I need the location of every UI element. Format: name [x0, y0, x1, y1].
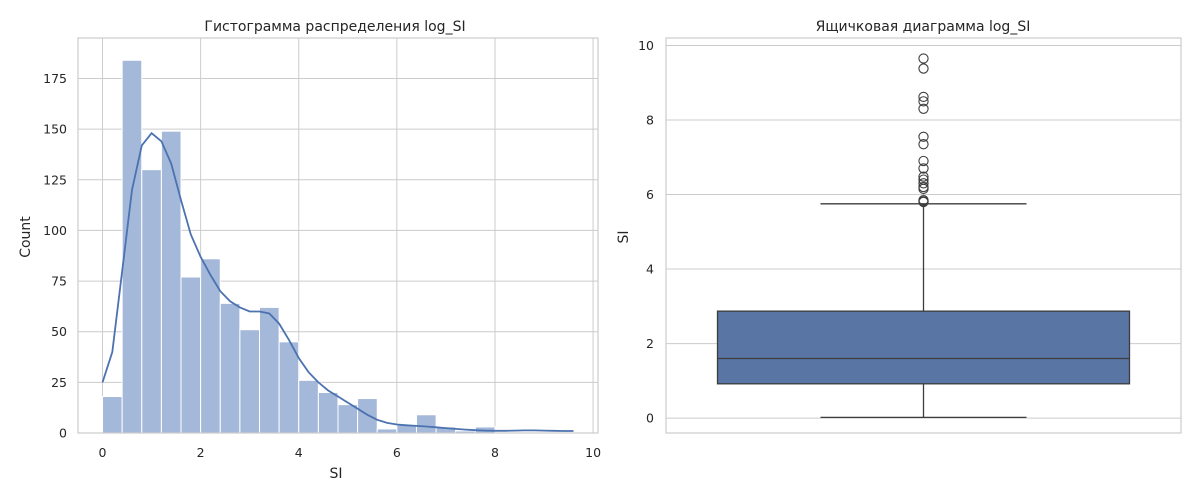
- histogram-title: Гистограмма распределения log_SI: [204, 19, 465, 35]
- y-tick-label: 2: [646, 336, 654, 351]
- x-tick-label: 0: [99, 445, 107, 460]
- boxplot-panel: Ящичковая диаграмма log_SI 0 2 4 6 8 10 SI: [616, 19, 1182, 434]
- histogram-bar: [278, 341, 300, 434]
- histogram-bar: [415, 414, 437, 434]
- x-tick-label: 6: [393, 445, 401, 460]
- histogram-bar: [102, 396, 123, 434]
- histogram-y-axis-label: Count: [18, 216, 34, 258]
- histogram-bar: [337, 404, 359, 434]
- histogram-bar: [141, 169, 162, 434]
- boxplot-outliers: [918, 53, 929, 208]
- outlier-point: [918, 155, 929, 167]
- outlier-point: [918, 183, 929, 195]
- x-tick-label: 8: [491, 445, 499, 460]
- outlier-point: [918, 178, 929, 189]
- histogram-bar: [259, 306, 280, 434]
- histogram-bar: [239, 329, 261, 434]
- outlier-point: [918, 171, 929, 182]
- y-tick-label: 75: [51, 274, 67, 289]
- histogram-bar: [376, 428, 398, 434]
- outlier-point: [918, 53, 929, 64]
- histogram-bar: [160, 130, 182, 434]
- outlier-point: [918, 96, 929, 107]
- y-tick-label: 125: [43, 172, 67, 187]
- y-tick-label: 150: [43, 122, 67, 137]
- histogram-bar: [317, 391, 339, 434]
- y-tick-label: 175: [43, 71, 67, 86]
- y-tick-label: 10: [638, 38, 654, 53]
- histogram-bar: [298, 379, 319, 434]
- y-tick-label: 6: [646, 187, 654, 202]
- histogram-spines: [77, 37, 599, 434]
- outlier-point: [918, 91, 929, 103]
- histogram-x-axis-label: SI: [329, 466, 342, 482]
- x-tick-label: 4: [295, 445, 303, 460]
- outlier-point: [918, 103, 929, 114]
- histogram-panel: Гистограмма распределения log_SI 0 2 4 6 8 10…: [18, 19, 601, 482]
- boxplot-title: Ящичковая диаграмма log_SI: [816, 19, 1031, 35]
- y-tick-label: 100: [43, 223, 67, 238]
- boxplot-frame: [665, 37, 1182, 434]
- x-tick-label: 2: [197, 445, 205, 460]
- boxplot-y-axis-label: SI: [616, 230, 632, 243]
- y-tick-label: 0: [59, 426, 67, 441]
- histogram-bar: [180, 276, 202, 434]
- y-tick-label: 25: [51, 375, 67, 390]
- y-tick-label: 8: [646, 112, 654, 127]
- y-tick-label: 0: [646, 411, 654, 426]
- outlier-point: [918, 131, 929, 142]
- histogram-x-tick-labels: 0 2 4 6 8 10: [99, 445, 602, 460]
- histogram-y-tick-labels: 0 25 50 75 100 125 150 175: [43, 71, 67, 440]
- boxplot-y-tick-labels: 0 2 4 6 8 10: [638, 38, 654, 426]
- outlier-point: [918, 63, 929, 74]
- histogram-frame: [77, 37, 599, 434]
- outlier-point: [918, 196, 929, 208]
- iqr-box: [716, 310, 1131, 385]
- outlier-point: [918, 163, 929, 174]
- boxplot-body: [716, 203, 1131, 418]
- y-tick-label: 50: [51, 324, 67, 339]
- kde-curve: [101, 131, 574, 432]
- boxplot-spines: [665, 37, 1182, 434]
- histogram-bar: [219, 302, 241, 434]
- outlier-point: [918, 139, 929, 150]
- y-tick-label: 4: [646, 262, 654, 277]
- x-tick-label: 10: [585, 445, 601, 460]
